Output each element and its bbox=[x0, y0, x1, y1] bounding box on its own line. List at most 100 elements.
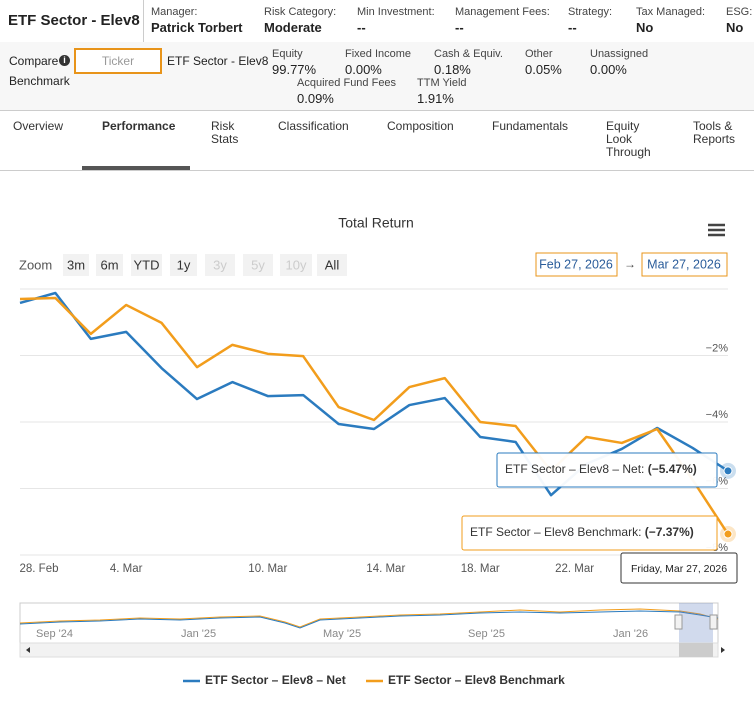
date-tooltip-box bbox=[620, 552, 738, 584]
active-tab-indicator bbox=[82, 166, 190, 170]
tooltip-text: ETF Sector – Elev8 Benchmark: (−7.37%) bbox=[470, 525, 694, 539]
zoom-button-label[interactable]: 1y bbox=[177, 257, 191, 272]
info-icon[interactable]: i bbox=[59, 55, 70, 66]
zoom-label: Zoom bbox=[19, 257, 52, 272]
x-tick-label: 4. Mar bbox=[110, 563, 143, 575]
x-tick-label: 18. Mar bbox=[461, 563, 500, 575]
field-label: Risk Category: bbox=[264, 6, 337, 18]
allocation-label: Acquired Fund Fees bbox=[297, 77, 397, 89]
x-tick-label: 10. Mar bbox=[248, 563, 287, 575]
chart: Total Return Zoom Feb 27, 2026 → Mar 27,… bbox=[19, 215, 738, 687]
allocation-label: TTM Yield bbox=[417, 77, 467, 89]
allocation-value: 0.00% bbox=[590, 62, 627, 77]
tab[interactable]: Fundamentals bbox=[492, 119, 569, 133]
divider bbox=[143, 0, 144, 42]
field-value: -- bbox=[455, 20, 464, 35]
y-tick-label: −4% bbox=[706, 409, 729, 421]
zoom-button-label[interactable]: 3m bbox=[67, 257, 85, 272]
series-line bbox=[19, 296, 730, 535]
field-value: Moderate bbox=[264, 20, 322, 35]
zoom-button bbox=[243, 254, 273, 276]
field-value: -- bbox=[357, 20, 366, 35]
field-label: Min Investment: bbox=[357, 6, 435, 18]
zoom-button[interactable] bbox=[131, 254, 162, 276]
zoom-button-label: 10y bbox=[286, 257, 307, 272]
compare-bar: Compare i Ticker Benchmark ETF Sector - … bbox=[0, 42, 754, 111]
scroll-left[interactable] bbox=[26, 647, 30, 653]
date-tooltip: Friday, Mar 27, 2026 bbox=[631, 563, 727, 575]
navigator-selection[interactable] bbox=[679, 603, 713, 643]
navigator-label: Jan '25 bbox=[181, 628, 216, 640]
tab[interactable]: Tools & Reports bbox=[693, 119, 736, 146]
zoom-button bbox=[280, 254, 312, 276]
allocation-label: Fixed Income bbox=[345, 48, 412, 60]
range-to-box[interactable] bbox=[641, 252, 728, 277]
navigator-label: Jan '26 bbox=[613, 628, 648, 640]
tooltip-box bbox=[461, 515, 718, 551]
tab[interactable]: Equity Look Through bbox=[606, 119, 651, 159]
x-tick-label: 22. Mar bbox=[555, 563, 594, 575]
field-label: Strategy: bbox=[568, 6, 613, 18]
allocation-value: 1.91% bbox=[417, 91, 454, 106]
navigator[interactable] bbox=[19, 602, 725, 658]
zoom-button-label[interactable]: 6m bbox=[100, 257, 118, 272]
tooltip-text: ETF Sector – Elev8 – Net: (−5.47%) bbox=[505, 462, 697, 476]
zoom-button[interactable] bbox=[63, 254, 89, 276]
chart-title: Total Return bbox=[338, 215, 413, 231]
navigator-handle[interactable] bbox=[674, 614, 683, 630]
tab-bar: Overview Performance Risk Stats Classificat… bbox=[0, 110, 754, 171]
x-tick-label: 14. Mar bbox=[366, 563, 405, 575]
scroll-right[interactable] bbox=[721, 647, 725, 653]
field-label: Management Fees: bbox=[455, 6, 550, 18]
field-value: No bbox=[726, 20, 744, 35]
field-value: No bbox=[636, 20, 654, 35]
range-to[interactable]: Mar 27, 2026 bbox=[647, 257, 721, 271]
y-tick-label: −2% bbox=[706, 342, 729, 354]
benchmark-fund: ETF Sector - Elev8 bbox=[167, 54, 269, 68]
zoom-button-label[interactable]: YTD bbox=[134, 257, 160, 272]
tab[interactable]: Composition bbox=[387, 119, 454, 133]
tooltip-series: ETF Sector – Elev8 Benchmark: bbox=[470, 525, 645, 539]
tooltip-value: (−5.47%) bbox=[648, 462, 697, 476]
ticker-input[interactable]: Ticker bbox=[74, 48, 162, 74]
legend-label[interactable]: ETF Sector – Elev8 – Net bbox=[205, 673, 346, 687]
tab[interactable]: Overview bbox=[13, 119, 64, 133]
zoom-button bbox=[205, 254, 235, 276]
field-label: Manager: bbox=[151, 6, 198, 18]
zoom-button-label[interactable]: All bbox=[325, 257, 340, 272]
navigator-label: Sep '24 bbox=[36, 628, 73, 640]
fund-title: ETF Sector - Elev8 bbox=[8, 12, 140, 29]
compare-label: Compare bbox=[9, 54, 59, 68]
range-from-box[interactable] bbox=[535, 252, 618, 277]
tab[interactable]: Performance bbox=[102, 119, 176, 133]
tab[interactable]: Risk Stats bbox=[211, 119, 239, 146]
field-value: -- bbox=[568, 20, 577, 35]
field-value: Patrick Torbert bbox=[151, 20, 243, 35]
navigator-label: May '25 bbox=[323, 628, 361, 640]
allocation-value: 99.77% bbox=[272, 62, 317, 77]
allocation-value: 0.09% bbox=[297, 91, 334, 106]
tooltip-value: (−7.37%) bbox=[645, 525, 694, 539]
allocation-label: Unassigned bbox=[590, 48, 649, 60]
field-label: Tax Managed: bbox=[636, 6, 706, 18]
zoom-button[interactable] bbox=[317, 254, 347, 276]
menu-icon[interactable] bbox=[708, 223, 725, 237]
zoom-button[interactable] bbox=[170, 254, 197, 276]
tooltip-box bbox=[496, 452, 718, 488]
benchmark-label: Benchmark bbox=[9, 74, 70, 88]
navigator-handle[interactable] bbox=[709, 614, 718, 630]
scrollbar-track[interactable] bbox=[19, 642, 719, 658]
navigator-series bbox=[19, 610, 719, 629]
zoom-button[interactable] bbox=[96, 254, 123, 276]
allocation-value: 0.00% bbox=[345, 62, 382, 77]
range-from[interactable]: Feb 27, 2026 bbox=[539, 257, 613, 271]
allocation-value: 0.18% bbox=[434, 62, 471, 77]
scrollbar-thumb[interactable] bbox=[679, 643, 713, 657]
tab[interactable]: Classification bbox=[278, 119, 349, 133]
hover-point bbox=[723, 466, 733, 476]
navigator-label: Sep '25 bbox=[468, 628, 505, 640]
zoom-button-label: 5y bbox=[251, 257, 265, 272]
range-separator: → bbox=[624, 257, 636, 271]
legend-label[interactable]: ETF Sector – Elev8 Benchmark bbox=[388, 673, 565, 687]
